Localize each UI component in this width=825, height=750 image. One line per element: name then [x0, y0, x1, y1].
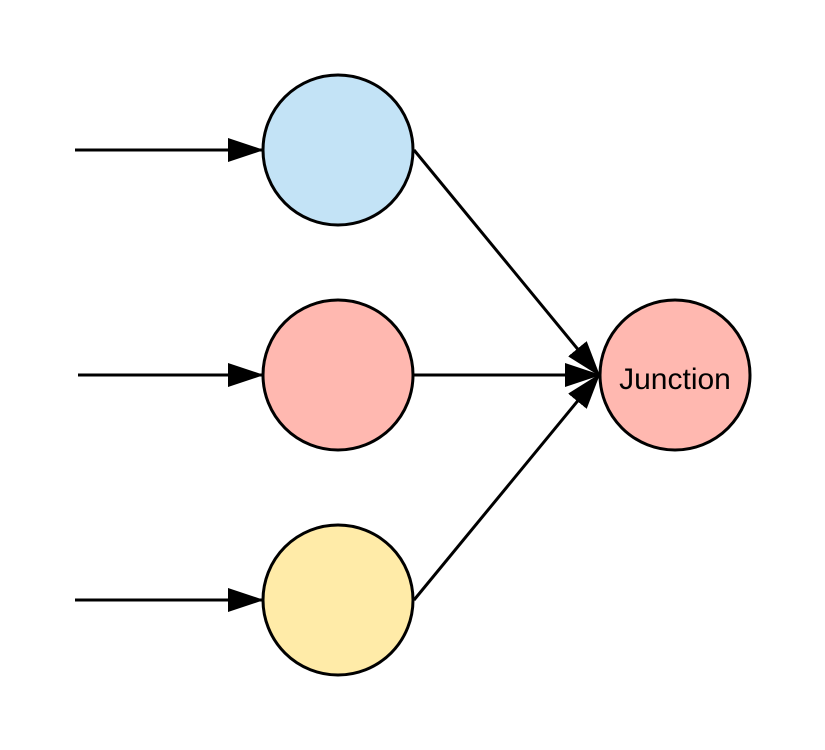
edge-bottom-to-junction [412, 373, 601, 601]
node-top [261, 73, 415, 227]
edge-top-to-junction [412, 149, 601, 377]
node-junction [598, 298, 752, 452]
node-bottom [261, 523, 415, 677]
node-junction-label: Junction [619, 363, 731, 396]
node-middle [261, 298, 415, 452]
